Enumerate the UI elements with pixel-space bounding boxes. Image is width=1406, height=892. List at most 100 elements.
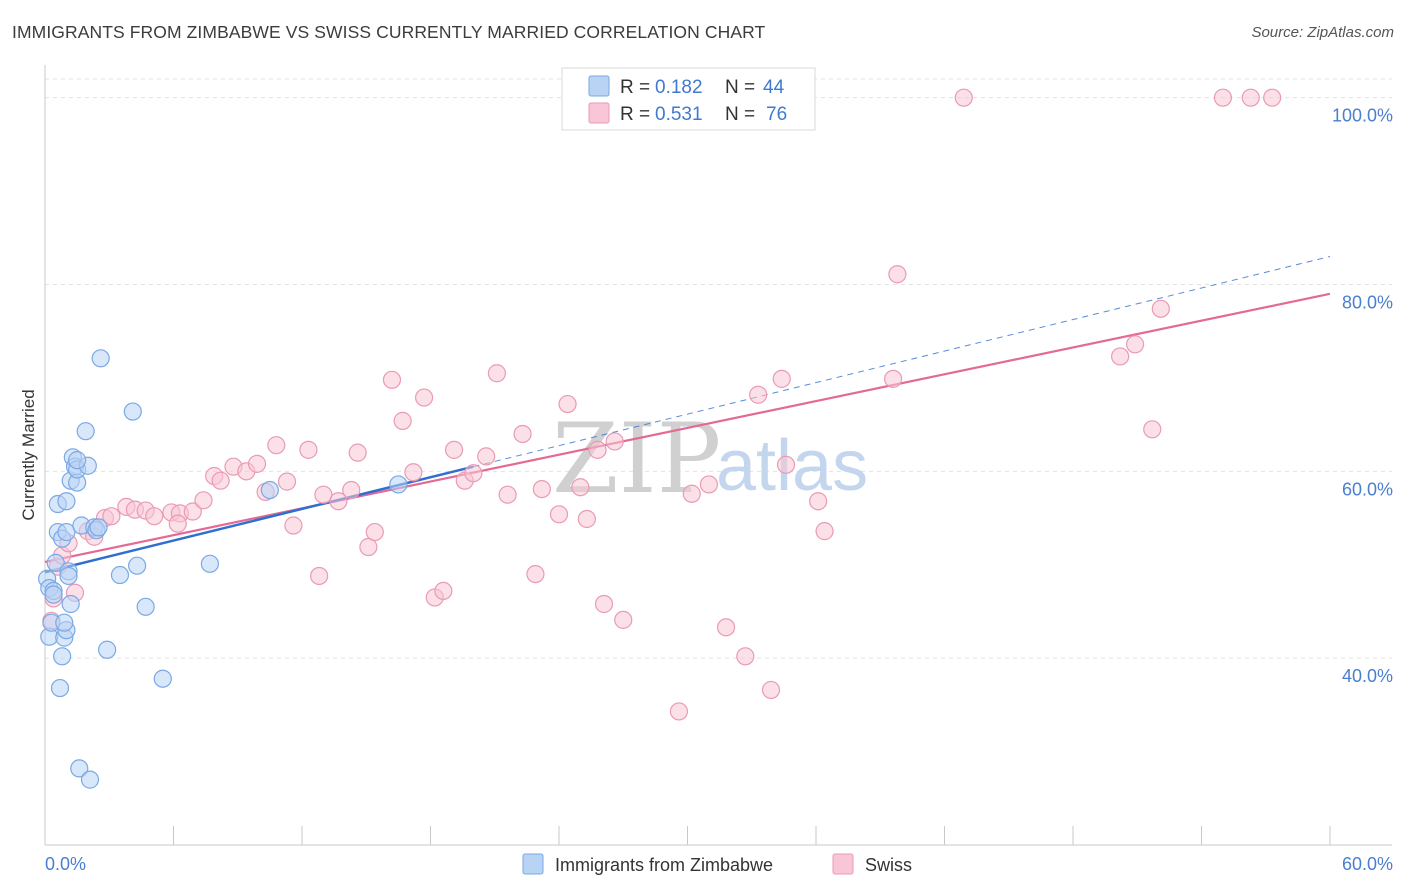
swiss-point — [498, 485, 517, 504]
swiss-point — [477, 447, 496, 466]
swiss-point — [549, 505, 569, 524]
zimbabwe-point — [89, 518, 108, 537]
y-axis-label: Currently Married — [19, 389, 38, 520]
swiss-point — [329, 492, 348, 511]
zimbabwe-point — [68, 451, 87, 470]
swiss-point — [464, 464, 483, 483]
swiss-point — [954, 88, 973, 107]
y-tick-label: 80.0% — [1342, 293, 1393, 313]
swiss-point — [1263, 88, 1282, 107]
zimbabwe-point — [46, 553, 65, 572]
swiss-point — [699, 475, 719, 494]
swiss-point — [669, 702, 689, 721]
swiss-point — [247, 454, 267, 473]
swiss-point — [414, 388, 434, 407]
y-tick-label: 100.0% — [1332, 106, 1393, 126]
swiss-point — [883, 369, 903, 388]
zimbabwe-point — [200, 554, 220, 573]
zimbabwe-point — [70, 759, 89, 778]
swiss-point — [211, 471, 230, 490]
swiss-point — [382, 370, 402, 389]
swiss-point — [487, 364, 506, 383]
zimbabwe-point — [91, 349, 110, 368]
swiss-point — [605, 432, 624, 451]
swiss-point — [1213, 88, 1233, 107]
zimbabwe-point — [123, 402, 142, 421]
swiss-point — [310, 566, 329, 586]
x-tick-label: 0.0% — [45, 854, 86, 874]
legend-r-label-2: R = — [620, 104, 650, 125]
legend-n-value-1: 44 — [763, 77, 785, 98]
swiss-point — [277, 472, 297, 491]
swiss-point — [342, 480, 361, 500]
swiss-point — [513, 424, 532, 444]
legend-swatch-blue — [588, 75, 610, 97]
swiss-point — [594, 594, 614, 614]
x-tick-label: 60.0% — [1342, 854, 1393, 874]
correlation-legend: R = 0.182 N = 44 R = 0.531 N = 76 — [561, 67, 816, 131]
series-legend: Immigrants from Zimbabwe Swiss — [522, 853, 912, 875]
swiss-point — [761, 680, 781, 700]
swiss-point — [183, 502, 202, 521]
swiss-point — [682, 484, 701, 503]
bottom-legend-swatch-zimbabwe — [522, 853, 544, 875]
swiss-point — [526, 564, 545, 584]
swiss-point — [736, 647, 755, 666]
swiss-point — [393, 411, 412, 430]
swiss-point — [194, 491, 213, 510]
swiss-point — [102, 507, 121, 526]
legend-n-label-2: N = — [725, 104, 755, 125]
bottom-legend-label-zimbabwe: Immigrants from Zimbabwe — [555, 855, 773, 875]
swiss-point — [749, 385, 768, 404]
swiss-point — [532, 479, 551, 499]
y-tick-labels: 40.0% 60.0% 80.0% 100.0% — [1332, 106, 1393, 686]
swiss-point — [404, 463, 423, 482]
swiss-point — [145, 507, 164, 526]
data-points — [38, 88, 1282, 789]
legend-r-label-1: R = — [620, 77, 650, 98]
zimbabwe-point — [59, 566, 78, 586]
legend-swatch-pink — [588, 102, 610, 124]
zimbabwe-point — [80, 770, 100, 789]
swiss-point — [716, 618, 736, 637]
swiss-point — [772, 369, 791, 388]
legend-n-value-2: 76 — [766, 104, 787, 125]
zimbabwe-point — [127, 556, 147, 575]
zimbabwe-point — [389, 475, 408, 494]
legend-n-label-1: N = — [725, 77, 755, 98]
swiss-point — [577, 509, 596, 529]
zimbabwe-point — [50, 678, 70, 698]
zimbabwe-point — [98, 640, 117, 659]
swiss-point — [444, 440, 464, 459]
zimbabwe-point — [136, 597, 155, 616]
swiss-point — [1111, 347, 1130, 366]
swiss-point — [571, 478, 590, 497]
swiss-point — [284, 516, 303, 535]
grid-lines — [45, 78, 1392, 659]
zimbabwe-point — [153, 669, 172, 688]
zimbabwe-point — [55, 613, 74, 632]
swiss-point — [1151, 299, 1170, 318]
chart-title: IMMIGRANTS FROM ZIMBABWE VS SWISS CURREN… — [12, 22, 766, 42]
chart-source: Source: ZipAtlas.com — [1251, 24, 1394, 41]
zimbabwe-point — [44, 585, 63, 604]
y-tick-label: 40.0% — [1342, 666, 1393, 686]
swiss-trend-line — [44, 292, 1331, 564]
swiss-point — [809, 492, 828, 511]
swiss-point — [168, 514, 187, 533]
y-tick-label: 60.0% — [1342, 479, 1393, 499]
swiss-point — [267, 436, 286, 455]
swiss-point — [888, 265, 907, 284]
zimbabwe-point — [53, 647, 72, 666]
legend-r-value-1: 0.182 — [655, 77, 703, 98]
swiss-point — [588, 440, 607, 459]
zimbabwe-point — [57, 522, 76, 542]
zimbabwe-point — [61, 594, 80, 614]
swiss-point — [614, 610, 633, 629]
x-tick-labels: 0.0% 60.0% — [45, 854, 1393, 874]
swiss-point — [365, 522, 384, 542]
zimbabwe-point — [260, 480, 279, 500]
axes — [44, 65, 1392, 846]
trend-lines — [44, 256, 1331, 574]
